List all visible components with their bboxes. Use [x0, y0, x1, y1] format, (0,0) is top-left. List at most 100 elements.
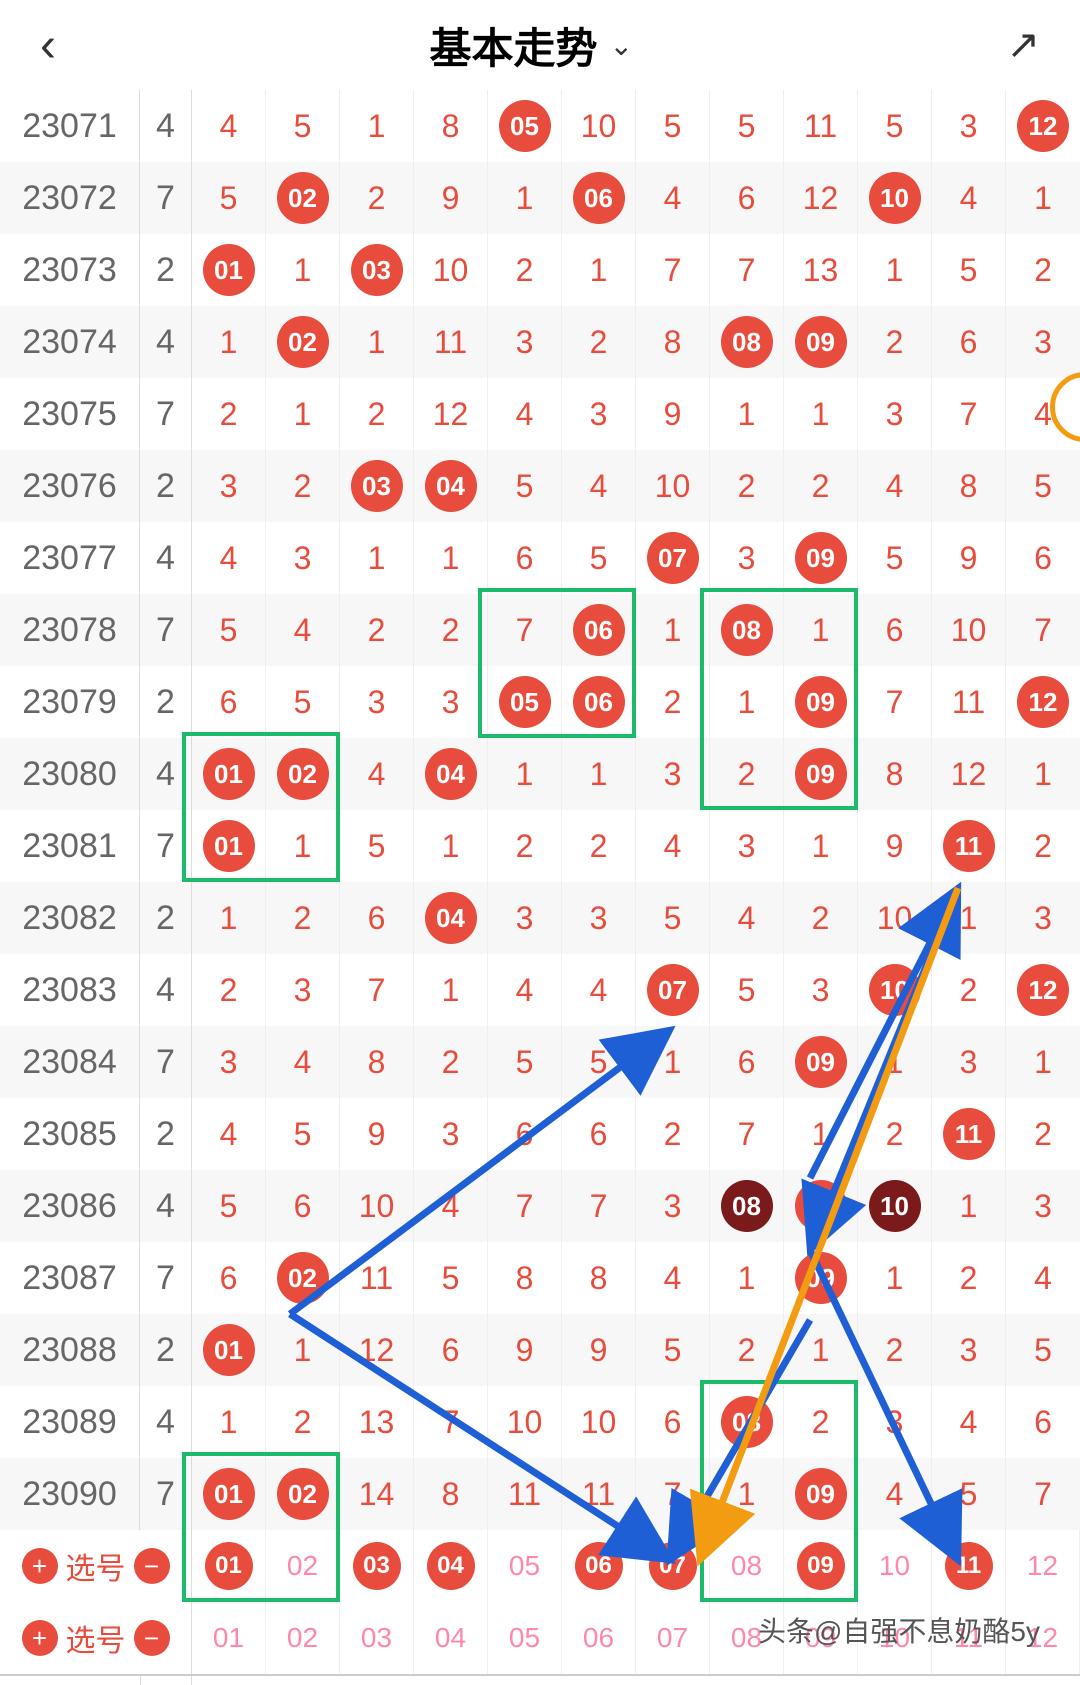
grid-cell: 5: [266, 1098, 340, 1170]
grid-cell: 12: [1006, 666, 1080, 738]
select-cell[interactable]: 12: [1006, 1530, 1080, 1602]
issue-cell: 23083: [0, 954, 140, 1026]
data-row: 2307144518051055115312: [0, 90, 1080, 162]
select-cell[interactable]: 10: [858, 1530, 932, 1602]
grid-cell: 2: [932, 954, 1006, 1026]
grid-cell: 04: [414, 450, 488, 522]
select-cell[interactable]: 09: [784, 1530, 858, 1602]
issue-cell: 23089: [0, 1386, 140, 1458]
grid-cell: 2: [1006, 234, 1080, 306]
number-ball: 09: [795, 532, 847, 584]
grid-cell: 11: [932, 810, 1006, 882]
grid-cell: 2: [710, 1314, 784, 1386]
grid-cell: 6: [932, 306, 1006, 378]
grid-cell: 12: [932, 738, 1006, 810]
select-cell[interactable]: 05: [488, 1530, 562, 1602]
select-cell[interactable]: 07: [636, 1602, 710, 1674]
grid-cell: 1: [784, 1314, 858, 1386]
number-ball: 09: [795, 676, 847, 728]
number-ball: 05: [499, 100, 551, 152]
grid-cell: 6: [192, 1242, 266, 1314]
weekday-cell: 2: [140, 1098, 192, 1170]
grid-cell: 1: [636, 1026, 710, 1098]
issue-cell: 23078: [0, 594, 140, 666]
select-cell[interactable]: 06: [562, 1530, 636, 1602]
grid-cell: 11: [932, 1098, 1006, 1170]
title-dropdown[interactable]: 基本走势 ⌄: [429, 15, 632, 76]
grid-cell: 3: [340, 666, 414, 738]
number-ball: 01: [203, 1324, 255, 1376]
grid-cell: 1: [858, 234, 932, 306]
number-ball: 07: [647, 532, 699, 584]
grid-cell: 1: [1006, 162, 1080, 234]
grid-cell: 5: [932, 1458, 1006, 1530]
data-row: 2307320110310217713152: [0, 234, 1080, 306]
issue-cell: 23087: [0, 1242, 140, 1314]
select-cell[interactable]: 03: [340, 1530, 414, 1602]
select-cell[interactable]: 04: [414, 1602, 488, 1674]
select-cell[interactable]: 06: [562, 1602, 636, 1674]
share-icon[interactable]: ↗: [1006, 22, 1040, 68]
issue-cell: 23085: [0, 1098, 140, 1170]
weekday-cell: 2: [140, 234, 192, 306]
grid-cell: 3: [710, 522, 784, 594]
select-cell[interactable]: 08: [710, 1530, 784, 1602]
grid-cell: 1: [784, 1098, 858, 1170]
grid-cell: 09: [784, 1242, 858, 1314]
grid-cell: 03: [340, 450, 414, 522]
grid-cell: 01: [192, 1314, 266, 1386]
grid-cell: 3: [636, 738, 710, 810]
grid-cell: 8: [932, 450, 1006, 522]
header: ‹ 基本走势 ⌄ ↗: [0, 0, 1080, 90]
data-row: 230834237144075310212: [0, 954, 1080, 1026]
number-ball: 02: [277, 172, 329, 224]
grid-cell: 5: [192, 594, 266, 666]
grid-cell: 4: [636, 810, 710, 882]
grid-cell: 03: [340, 234, 414, 306]
grid-cell: 4: [858, 1458, 932, 1530]
data-row: 23088201112699521235: [0, 1314, 1080, 1386]
trend-grid: 2307144518051055115312230727502291064612…: [0, 90, 1080, 1685]
select-cell[interactable]: 03: [340, 1602, 414, 1674]
grid-cell: 2: [340, 378, 414, 450]
grid-cell: 9: [932, 522, 1006, 594]
select-cell[interactable]: 07: [636, 1530, 710, 1602]
plus-icon[interactable]: +: [22, 1548, 58, 1584]
grid-cell: 5: [636, 90, 710, 162]
number-ball: 08: [721, 1396, 773, 1448]
plus-icon[interactable]: +: [22, 1620, 58, 1656]
grid-cell: 1: [932, 1170, 1006, 1242]
grid-cell: 8: [562, 1242, 636, 1314]
grid-cell: 2: [488, 234, 562, 306]
select-cell[interactable]: 01: [192, 1530, 266, 1602]
grid-cell: 10: [636, 450, 710, 522]
grid-cell: 10: [414, 234, 488, 306]
grid-cell: 4: [932, 1386, 1006, 1458]
grid-cell: 1: [710, 1242, 784, 1314]
grid-cell: 2: [710, 738, 784, 810]
grid-cell: 02: [266, 738, 340, 810]
select-cell[interactable]: 02: [266, 1530, 340, 1602]
weekday-cell: 7: [140, 1242, 192, 1314]
grid-cell: 6: [1006, 522, 1080, 594]
minus-icon[interactable]: −: [134, 1620, 170, 1656]
select-cell[interactable]: 11: [932, 1530, 1006, 1602]
select-cell[interactable]: 02: [266, 1602, 340, 1674]
issue-cell: 23073: [0, 234, 140, 306]
data-row: 23077443116507309596: [0, 522, 1080, 594]
select-cell[interactable]: 04: [414, 1530, 488, 1602]
grid-cell: 12: [784, 162, 858, 234]
select-cell[interactable]: 01: [192, 1602, 266, 1674]
data-row: 23080401024041132098121: [0, 738, 1080, 810]
select-cell[interactable]: 05: [488, 1602, 562, 1674]
grid-cell: 2: [784, 450, 858, 522]
weekday-cell: 2: [140, 666, 192, 738]
grid-cell: 6: [636, 1386, 710, 1458]
grid-cell: 1: [710, 1458, 784, 1530]
grid-cell: 2: [266, 1386, 340, 1458]
minus-icon[interactable]: −: [134, 1548, 170, 1584]
grid-cell: 12: [414, 378, 488, 450]
number-ball: 01: [203, 748, 255, 800]
back-icon[interactable]: ‹: [40, 18, 56, 73]
grid-cell: 7: [636, 1458, 710, 1530]
